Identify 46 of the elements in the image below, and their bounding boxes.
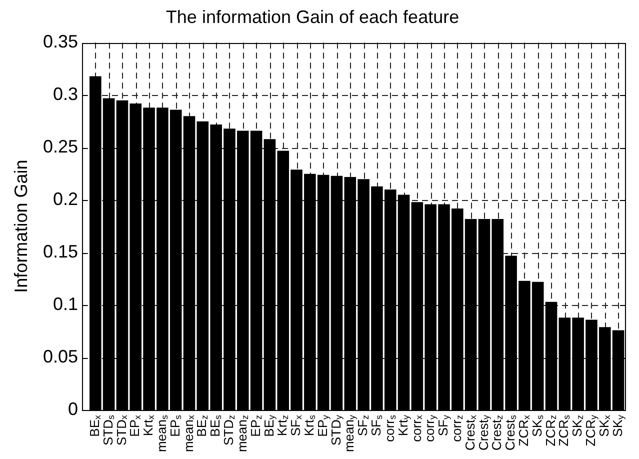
x-tick-label: SFs [368,414,384,436]
y-tick-label: 0.35 [42,32,78,52]
x-tick-label: SFy [436,414,451,436]
x-tick-label: ZCRx [516,414,532,446]
x-tick-label: EPy [314,414,330,437]
x-tick-label: Krty [395,414,411,436]
x-tick-label: means [154,414,170,452]
x-tick-label: SKy [610,414,626,437]
x-tick-label: ZCRy [583,414,598,446]
x-tick-label: Krtx [140,414,156,436]
y-tick-label: 0.25 [42,136,78,157]
x-tick-label: meanz [234,414,250,452]
y-tick-label: 0.3 [52,84,78,104]
x-tick-label: Krtz [274,414,290,436]
y-tick-label: 0.15 [42,242,78,262]
y-tick-label: 0.1 [52,294,78,314]
x-tick-label: ZCRz [542,414,558,446]
x-tick-label: corrs [382,414,398,442]
chart-title: The information Gain of each feature [166,6,460,27]
x-tick-label: STDx [114,414,130,446]
x-tick-label: BEz [194,414,210,437]
y-tick-label: 0.05 [42,346,78,366]
y-tick-label: 0.2 [52,189,78,210]
x-tick-label: meany [342,414,358,452]
x-tick-label: BEs [208,414,224,437]
x-tick-label: Crestx [462,414,478,451]
x-tick-label: Crestz [489,414,505,451]
x-tick-label: corry [422,414,438,442]
x-tick-label: STDz [221,414,236,446]
x-tick-label: meanx [180,414,196,452]
x-tick-label: Cresty [476,414,492,451]
x-tick-label: Crests [502,414,518,451]
x-tick-label: BEy [261,414,277,437]
x-tick-label: SFx [288,414,304,436]
y-axis-title: Information Gain [10,160,31,293]
y-tick-label: 0 [68,398,78,419]
x-tick-label: SKs [529,414,545,437]
x-tick-label: STDs [100,414,116,446]
x-tick-label: EPz [248,414,264,437]
x-tick-label: Krts [302,414,317,436]
x-tick-label: SFz [355,414,371,436]
x-tick-label: SKz [570,414,586,437]
x-tick-label: EPs [167,414,183,437]
x-tick-label: BEx [86,414,102,437]
x-tick-label: ZCRs [556,414,572,446]
x-tick-label: EPx [127,414,143,437]
